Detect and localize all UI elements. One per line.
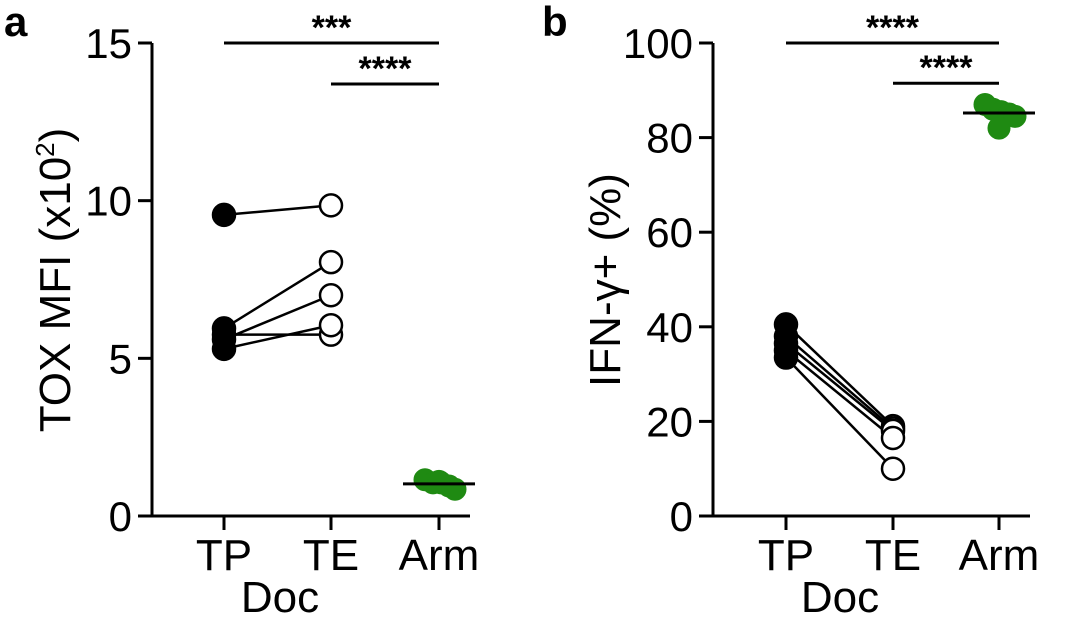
panel-a: a TOX MFI (x102) 0 5 10 15 TP TE Arm ******* Do… xyxy=(4,0,479,617)
panel-a-tp-point xyxy=(211,336,237,362)
panel-b-te-point xyxy=(880,425,906,451)
panel-b-y-axis-title: IFN-γ+ (%) xyxy=(581,173,630,387)
panel-a-pair-line xyxy=(223,261,332,330)
panel-a-te-point xyxy=(318,283,344,308)
panel-b-pair-line xyxy=(785,323,894,428)
panel-a-tp-point xyxy=(211,202,237,228)
panel-a-group-label: Doc xyxy=(241,573,319,617)
panel-b-te-point xyxy=(880,456,906,481)
panel-a-y-tick-label: 10 xyxy=(85,178,132,225)
panel-b-pair-line xyxy=(785,349,894,439)
panel-b-letter: b xyxy=(542,0,568,45)
panel-a-significance-label: *** xyxy=(312,9,352,47)
panel-b-significance-label: **** xyxy=(920,49,974,87)
panel-a-y-axis-title: TOX MFI (x102) xyxy=(30,128,80,433)
panel-b-y-tick-label: 100 xyxy=(623,20,693,67)
panel-a-pair-line xyxy=(223,324,332,351)
panel-b-y-tick-label: 60 xyxy=(646,209,693,256)
panel-b-y-tick-label: 20 xyxy=(646,398,693,445)
panel-b-y-tick-label: 80 xyxy=(646,115,693,162)
panel-b-plot-area: 0 20 40 60 80 100 TP TE Arm ******** xyxy=(623,9,1039,580)
panel-a-y-tick-label: 5 xyxy=(109,335,132,382)
panel-b-arm-point xyxy=(1003,104,1027,128)
panel-b-significance-label: **** xyxy=(866,9,920,47)
panel-b-group-label: Doc xyxy=(801,573,879,617)
panel-a-pair-line xyxy=(223,204,332,217)
panel-a-x-tick-label-tp: TP xyxy=(196,531,252,580)
panel-b-pair-line xyxy=(785,335,894,430)
panel-a-letter: a xyxy=(4,0,28,45)
panel-a-y-tick-label: 0 xyxy=(109,493,132,540)
panel-a-arm-point xyxy=(427,469,451,493)
panel-a-x-tick-label-arm: Arm xyxy=(399,531,480,580)
panel-b-pair-line xyxy=(785,356,894,470)
panel-a-pair-line xyxy=(223,294,332,341)
panel-a-significance-label: **** xyxy=(359,50,413,88)
panel-b: b IFN-γ+ (%) 0 20 40 60 80 100 TP TE Arm ********… xyxy=(542,0,1039,617)
panel-b-x-tick-label-te: TE xyxy=(865,531,921,580)
panel-b-y-tick-label: 40 xyxy=(646,304,693,351)
panel-b-y-tick-label: 0 xyxy=(670,493,693,540)
panel-b-x-tick-label-tp: TP xyxy=(758,531,814,580)
panel-a-plot-area: 0 5 10 15 TP TE Arm ******* xyxy=(85,9,479,580)
panel-b-arm-point xyxy=(987,116,1011,140)
panel-b-x-tick-label-arm: Arm xyxy=(959,531,1040,580)
panel-b-pair-line xyxy=(785,342,894,432)
panel-b-tp-point xyxy=(773,345,799,370)
panel-a-te-point xyxy=(318,193,344,218)
panel-a-te-point xyxy=(318,249,344,275)
panel-a-te-point xyxy=(318,312,344,338)
panel-a-y-tick-label: 15 xyxy=(85,20,132,67)
panel-a-x-tick-label-te: TE xyxy=(303,531,359,580)
